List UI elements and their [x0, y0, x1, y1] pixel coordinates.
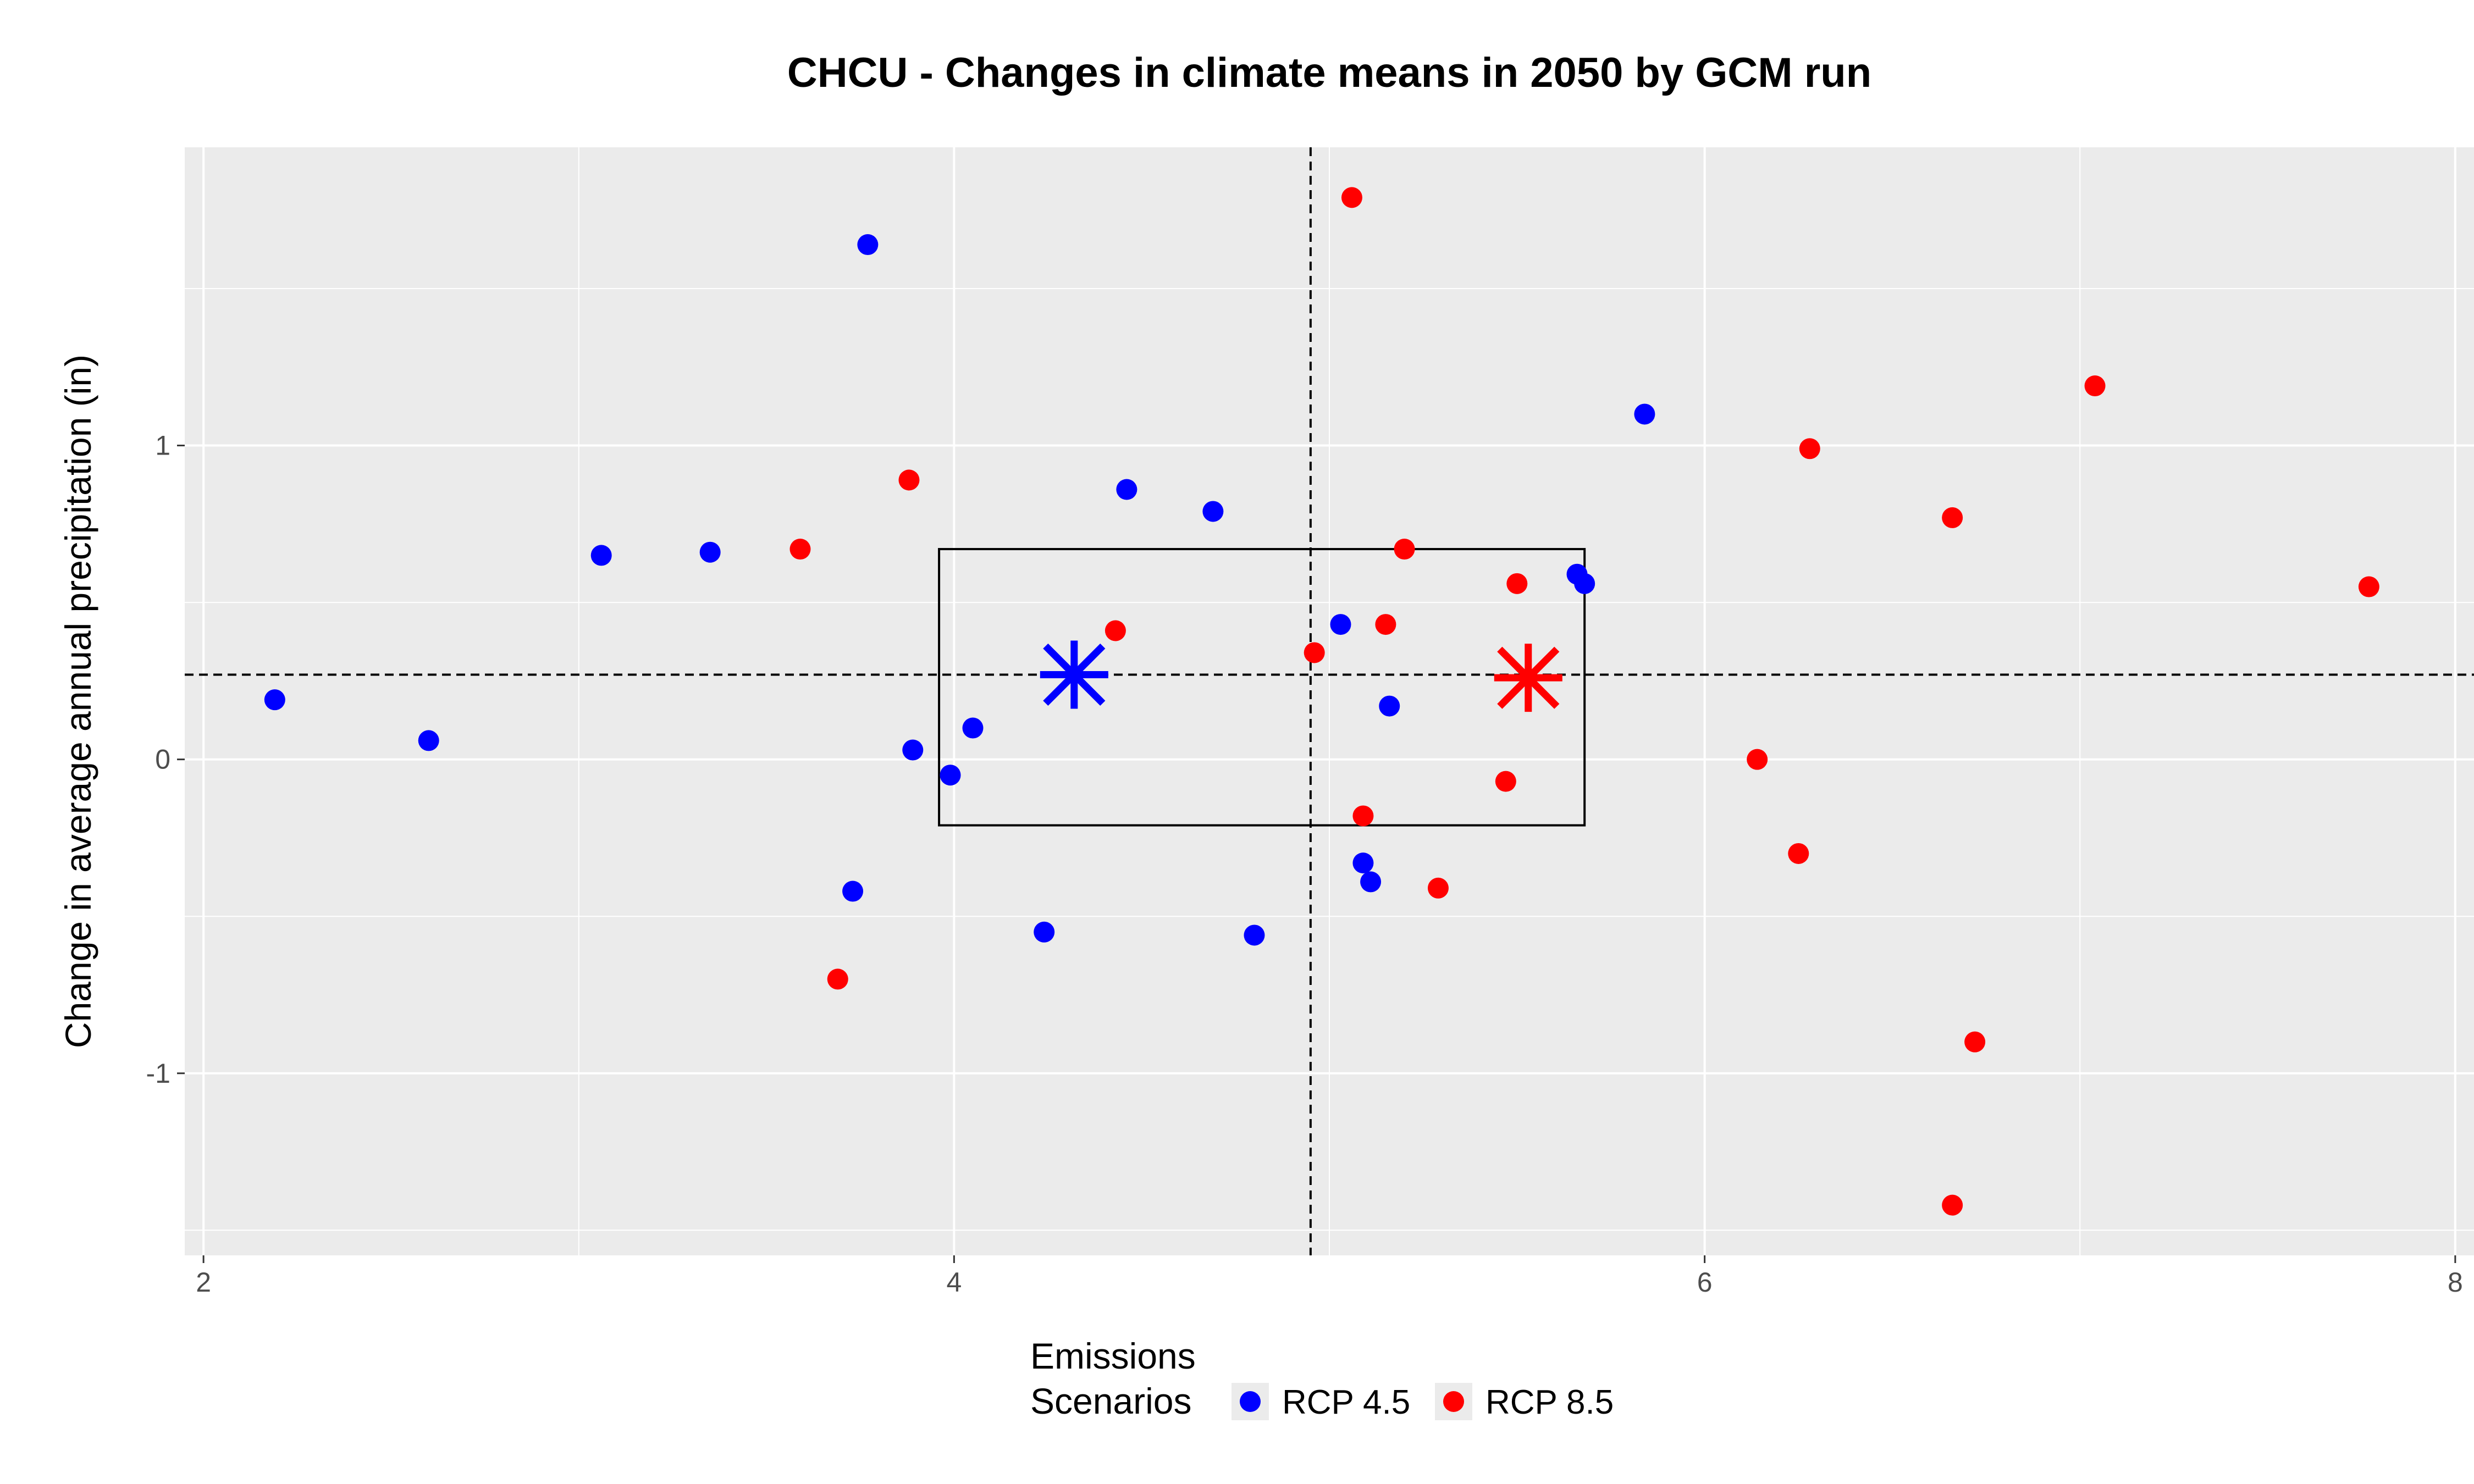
data-point-series-1 [1747, 749, 1768, 770]
data-point-series-1 [1942, 1194, 1963, 1216]
x-axis: 2 4 6 8 [196, 1255, 2463, 1298]
data-point-series-1 [1105, 620, 1126, 641]
legend-title-line-2: Scenarios [1030, 1381, 1192, 1421]
data-point-series-1 [1506, 573, 1528, 594]
data-point-series-0 [418, 730, 439, 751]
data-point-series-0 [962, 717, 984, 739]
data-point-series-0 [842, 881, 864, 902]
x-tick-label: 8 [2448, 1267, 2463, 1298]
data-point-series-1 [2084, 375, 2106, 397]
legend-item-series-0: RCP 4.5 [1232, 1383, 1410, 1421]
legend: Emissions Scenarios RCP 4.5 RCP 8.5 [1030, 1336, 1614, 1421]
legend-key-point [1443, 1391, 1464, 1412]
data-point-series-1 [1788, 843, 1809, 864]
data-point-series-1 [1964, 1031, 1986, 1053]
mean-stroke [1497, 646, 1560, 709]
data-point-series-0 [1202, 501, 1224, 522]
grid-major [185, 147, 2474, 1255]
mean-marker-series-0 [1040, 640, 1108, 709]
y-tick-label: 1 [155, 430, 170, 461]
data-point-series-0 [1034, 921, 1055, 943]
data-point-series-1 [1375, 614, 1396, 635]
y-axis: -1 0 1 [146, 430, 185, 1089]
data-point-series-0 [902, 739, 924, 761]
legend-item-series-1: RCP 8.5 [1435, 1383, 1614, 1421]
legend-label: RCP 4.5 [1282, 1383, 1410, 1421]
data-point-series-1 [1394, 539, 1415, 560]
legend-key-point [1240, 1391, 1261, 1412]
data-point-series-0 [1360, 871, 1382, 893]
data-point-series-0 [1116, 479, 1137, 500]
data-point-series-0 [1352, 852, 1374, 874]
data-point-series-1 [898, 469, 920, 491]
central-range-box [938, 548, 1586, 827]
y-tick-label: -1 [146, 1058, 170, 1089]
data-point-series-1 [1427, 877, 1449, 899]
data-point-series-1 [2358, 576, 2379, 597]
data-points [264, 187, 2379, 1216]
x-tick-label: 4 [946, 1267, 962, 1298]
legend-title-line-1: Emissions [1030, 1336, 1196, 1376]
data-point-series-1 [827, 968, 848, 990]
grid-minor [185, 147, 2474, 1255]
central-range-rect [938, 548, 1586, 827]
x-tick-label: 6 [1697, 1267, 1713, 1298]
data-point-series-0 [1330, 614, 1351, 635]
y-tick-label: 0 [155, 744, 170, 775]
mean-marker-series-1 [1494, 644, 1562, 712]
legend-items: RCP 4.5 RCP 8.5 [1232, 1383, 1614, 1421]
y-axis-title: Change in average annual precipitation (… [58, 355, 98, 1048]
data-point-series-1 [1304, 642, 1325, 663]
data-point-series-0 [1379, 695, 1400, 717]
data-point-series-0 [264, 689, 285, 711]
data-point-series-0 [1244, 924, 1265, 946]
data-point-series-1 [1799, 438, 1820, 459]
data-point-series-1 [1352, 805, 1374, 827]
data-point-series-1 [789, 539, 811, 560]
data-point-series-0 [940, 765, 961, 786]
scenario-means [1040, 640, 1562, 712]
data-point-series-0 [1634, 403, 1655, 425]
data-point-series-0 [857, 234, 879, 256]
reference-lines [185, 147, 2474, 1255]
chart-title: CHCU - Changes in climate means in 2050 … [787, 49, 1871, 96]
data-point-series-0 [590, 545, 612, 566]
data-point-series-1 [1341, 187, 1362, 208]
mean-stroke [1043, 643, 1106, 706]
data-point-series-0 [1574, 573, 1595, 594]
data-point-series-0 [699, 541, 721, 563]
data-point-series-1 [1942, 507, 1963, 528]
legend-label: RCP 8.5 [1485, 1383, 1614, 1421]
x-tick-label: 2 [196, 1267, 211, 1298]
data-point-series-1 [1495, 771, 1516, 792]
